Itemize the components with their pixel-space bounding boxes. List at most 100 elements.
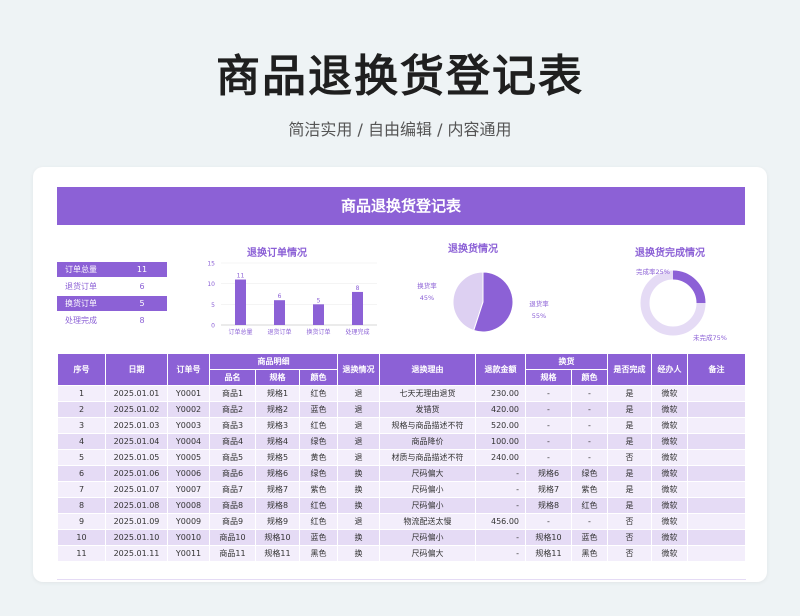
cell-seq[interactable]: 5	[57, 449, 106, 466]
cell-handler[interactable]: 微软	[651, 481, 688, 498]
cell-ex-spec[interactable]: -	[525, 449, 572, 466]
cell-refund[interactable]: 456.00	[475, 513, 526, 530]
cell-note[interactable]	[687, 465, 746, 482]
cell-name[interactable]: 商品11	[209, 545, 256, 562]
cell-order[interactable]: Y0003	[167, 417, 210, 434]
cell-handler[interactable]: 微软	[651, 449, 688, 466]
cell-color[interactable]: 蓝色	[299, 401, 338, 418]
cell-name[interactable]: 商品10	[209, 529, 256, 546]
cell-date[interactable]: 2025.01.10	[105, 529, 168, 546]
cell-reason[interactable]: 尺码偏小	[379, 529, 476, 546]
cell-order[interactable]: Y0007	[167, 481, 210, 498]
cell-spec[interactable]: 规格9	[255, 513, 300, 530]
cell-spec[interactable]: 规格4	[255, 433, 300, 450]
cell-reason[interactable]: 商品降价	[379, 433, 476, 450]
cell-refund[interactable]: 230.00	[475, 385, 526, 402]
cell-ex-color[interactable]: -	[571, 513, 608, 530]
cell-done[interactable]: 否	[607, 513, 652, 530]
cell-note[interactable]	[687, 385, 746, 402]
cell-refund[interactable]: -	[475, 545, 526, 562]
cell-note[interactable]	[687, 417, 746, 434]
cell-note[interactable]	[687, 433, 746, 450]
cell-handler[interactable]: 微软	[651, 417, 688, 434]
cell-note[interactable]	[687, 529, 746, 546]
empty-cell[interactable]	[299, 561, 338, 580]
cell-reason[interactable]: 尺码偏小	[379, 497, 476, 514]
cell-color[interactable]: 红色	[299, 417, 338, 434]
cell-ex-spec[interactable]: -	[525, 513, 572, 530]
cell-handler[interactable]: 微软	[651, 401, 688, 418]
cell-ex-spec[interactable]: -	[525, 417, 572, 434]
cell-ex-color[interactable]: -	[571, 385, 608, 402]
cell-name[interactable]: 商品9	[209, 513, 256, 530]
cell-ex-spec[interactable]: -	[525, 433, 572, 450]
cell-date[interactable]: 2025.01.05	[105, 449, 168, 466]
cell-color[interactable]: 绿色	[299, 465, 338, 482]
cell-reason[interactable]: 物流配送太慢	[379, 513, 476, 530]
cell-situation[interactable]: 换	[337, 465, 380, 482]
cell-ex-spec[interactable]: 规格10	[525, 529, 572, 546]
cell-handler[interactable]: 微软	[651, 513, 688, 530]
cell-date[interactable]: 2025.01.02	[105, 401, 168, 418]
empty-cell[interactable]	[651, 561, 688, 580]
cell-color[interactable]: 绿色	[299, 433, 338, 450]
empty-cell[interactable]	[209, 561, 256, 580]
cell-ex-color[interactable]: -	[571, 417, 608, 434]
cell-date[interactable]: 2025.01.11	[105, 545, 168, 562]
cell-order[interactable]: Y0004	[167, 433, 210, 450]
cell-handler[interactable]: 微软	[651, 545, 688, 562]
empty-cell[interactable]	[475, 561, 526, 580]
cell-ex-spec[interactable]: 规格11	[525, 545, 572, 562]
cell-spec[interactable]: 规格11	[255, 545, 300, 562]
cell-seq[interactable]: 8	[57, 497, 106, 514]
cell-name[interactable]: 商品6	[209, 465, 256, 482]
empty-cell[interactable]	[167, 561, 210, 580]
cell-ex-color[interactable]: -	[571, 433, 608, 450]
cell-done[interactable]: 是	[607, 497, 652, 514]
cell-situation[interactable]: 换	[337, 529, 380, 546]
cell-reason[interactable]: 材质与商品描述不符	[379, 449, 476, 466]
cell-handler[interactable]: 微软	[651, 465, 688, 482]
cell-reason[interactable]: 规格与商品描述不符	[379, 417, 476, 434]
cell-name[interactable]: 商品8	[209, 497, 256, 514]
cell-done[interactable]: 是	[607, 401, 652, 418]
cell-spec[interactable]: 规格2	[255, 401, 300, 418]
cell-spec[interactable]: 规格1	[255, 385, 300, 402]
cell-ex-spec[interactable]: -	[525, 385, 572, 402]
cell-date[interactable]: 2025.01.07	[105, 481, 168, 498]
cell-reason[interactable]: 七天无理由退货	[379, 385, 476, 402]
cell-spec[interactable]: 规格5	[255, 449, 300, 466]
cell-name[interactable]: 商品3	[209, 417, 256, 434]
cell-spec[interactable]: 规格10	[255, 529, 300, 546]
cell-note[interactable]	[687, 513, 746, 530]
cell-note[interactable]	[687, 497, 746, 514]
cell-done[interactable]: 是	[607, 417, 652, 434]
empty-cell[interactable]	[255, 561, 300, 580]
cell-note[interactable]	[687, 545, 746, 562]
empty-cell[interactable]	[687, 561, 746, 580]
cell-order[interactable]: Y0005	[167, 449, 210, 466]
cell-order[interactable]: Y0006	[167, 465, 210, 482]
cell-ex-color[interactable]: 黑色	[571, 545, 608, 562]
cell-color[interactable]: 红色	[299, 497, 338, 514]
cell-reason[interactable]: 尺码偏大	[379, 465, 476, 482]
cell-name[interactable]: 商品7	[209, 481, 256, 498]
cell-spec[interactable]: 规格3	[255, 417, 300, 434]
cell-order[interactable]: Y0009	[167, 513, 210, 530]
cell-spec[interactable]: 规格7	[255, 481, 300, 498]
cell-ex-spec[interactable]: -	[525, 401, 572, 418]
empty-cell[interactable]	[525, 561, 572, 580]
cell-note[interactable]	[687, 401, 746, 418]
cell-seq[interactable]: 10	[57, 529, 106, 546]
cell-done[interactable]: 否	[607, 545, 652, 562]
cell-ex-color[interactable]: -	[571, 401, 608, 418]
cell-reason[interactable]: 尺码偏大	[379, 545, 476, 562]
cell-name[interactable]: 商品4	[209, 433, 256, 450]
cell-situation[interactable]: 换	[337, 545, 380, 562]
cell-refund[interactable]: -	[475, 481, 526, 498]
cell-seq[interactable]: 6	[57, 465, 106, 482]
cell-refund[interactable]: -	[475, 497, 526, 514]
cell-refund[interactable]: 240.00	[475, 449, 526, 466]
cell-refund[interactable]: 420.00	[475, 401, 526, 418]
cell-situation[interactable]: 退	[337, 449, 380, 466]
